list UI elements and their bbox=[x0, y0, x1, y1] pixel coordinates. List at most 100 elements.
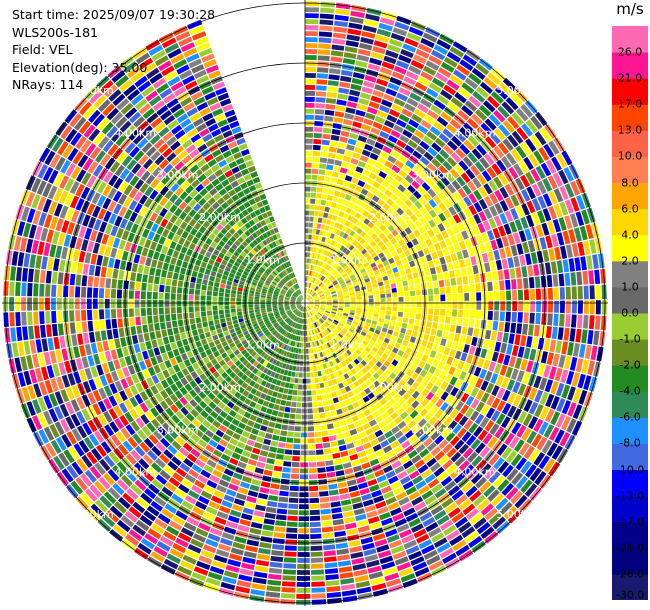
velocity-gate bbox=[27, 268, 34, 283]
velocity-gate bbox=[305, 258, 308, 264]
velocity-gate bbox=[354, 373, 361, 380]
velocity-gate bbox=[467, 247, 475, 257]
velocity-gate bbox=[556, 153, 568, 169]
velocity-gate bbox=[405, 347, 412, 355]
velocity-gate bbox=[286, 326, 291, 331]
velocity-gate bbox=[323, 256, 328, 262]
velocity-gate bbox=[176, 259, 183, 267]
velocity-gate bbox=[229, 328, 235, 334]
velocity-gate bbox=[110, 299, 116, 309]
velocity-gate bbox=[250, 315, 256, 320]
velocity-gate bbox=[292, 315, 296, 320]
velocity-gate bbox=[306, 294, 308, 300]
velocity-gate bbox=[296, 323, 299, 329]
velocity-gate bbox=[81, 275, 88, 287]
velocity-gate bbox=[171, 493, 184, 504]
velocity-gate bbox=[185, 374, 194, 383]
velocity-gate bbox=[344, 358, 350, 365]
velocity-gate bbox=[245, 545, 258, 553]
velocity-gate bbox=[434, 435, 445, 445]
velocity-gate bbox=[369, 458, 380, 467]
velocity-gate bbox=[218, 479, 230, 488]
velocity-gate bbox=[353, 282, 359, 287]
velocity-gate bbox=[302, 396, 307, 402]
velocity-gate bbox=[181, 500, 194, 510]
velocity-gate bbox=[334, 464, 344, 471]
velocity-gate bbox=[381, 353, 389, 360]
velocity-gate bbox=[379, 314, 385, 319]
velocity-gate bbox=[501, 156, 512, 169]
velocity-gate bbox=[204, 405, 213, 414]
velocity-gate bbox=[475, 283, 481, 292]
velocity-gate bbox=[576, 195, 586, 210]
velocity-gate bbox=[587, 360, 595, 376]
velocity-gate bbox=[345, 40, 359, 48]
velocity-gate bbox=[483, 77, 498, 90]
velocity-gate bbox=[399, 270, 406, 277]
velocity-gate bbox=[461, 431, 472, 443]
velocity-gate bbox=[415, 443, 426, 454]
velocity-gate bbox=[260, 425, 268, 432]
velocity-gate bbox=[330, 289, 336, 293]
velocity-gate bbox=[572, 404, 583, 419]
velocity-gate bbox=[282, 314, 287, 319]
velocity-gate bbox=[303, 307, 305, 312]
velocity-gate bbox=[286, 351, 290, 358]
velocity-gate bbox=[118, 402, 128, 414]
velocity-gate bbox=[319, 412, 326, 419]
velocity-gate bbox=[511, 472, 524, 486]
velocity-gate bbox=[462, 464, 475, 476]
velocity-gate bbox=[306, 294, 309, 300]
velocity-gate bbox=[458, 259, 466, 268]
velocity-gate bbox=[374, 84, 387, 93]
velocity-gate bbox=[425, 381, 434, 391]
velocity-gate bbox=[206, 479, 218, 489]
velocity-gate bbox=[475, 389, 485, 401]
velocity-gate bbox=[109, 505, 123, 519]
velocity-gate bbox=[375, 273, 382, 279]
velocity-gate bbox=[305, 307, 307, 312]
velocity-gate bbox=[291, 307, 297, 310]
velocity-gate bbox=[229, 379, 237, 387]
velocity-gate bbox=[446, 79, 460, 91]
velocity-gate bbox=[361, 86, 373, 94]
velocity-gate bbox=[388, 475, 399, 485]
velocity-gate bbox=[70, 413, 81, 427]
velocity-gate bbox=[274, 332, 279, 337]
velocity-gate bbox=[308, 318, 311, 324]
velocity-gate bbox=[302, 324, 305, 330]
velocity-gate bbox=[248, 339, 255, 345]
velocity-gate bbox=[436, 116, 449, 127]
velocity-gate bbox=[311, 317, 314, 323]
velocity-gate bbox=[455, 232, 464, 242]
velocity-gate bbox=[320, 199, 327, 206]
velocity-gate bbox=[305, 31, 318, 37]
velocity-gate bbox=[142, 470, 155, 482]
velocity-gate bbox=[165, 314, 171, 322]
velocity-gate bbox=[361, 367, 368, 374]
velocity-gate bbox=[166, 376, 174, 386]
velocity-gate bbox=[47, 337, 55, 351]
velocity-gate bbox=[414, 244, 422, 252]
velocity-gate bbox=[571, 243, 579, 257]
velocity-gate bbox=[139, 402, 149, 413]
velocity-gate bbox=[65, 387, 75, 400]
velocity-gate bbox=[29, 254, 37, 268]
velocity-gate bbox=[430, 395, 440, 405]
velocity-gate bbox=[512, 394, 522, 407]
velocity-gate bbox=[465, 384, 474, 395]
velocity-gate bbox=[254, 299, 260, 302]
velocity-gate bbox=[360, 436, 370, 444]
velocity-gate bbox=[369, 350, 376, 357]
velocity-gate bbox=[188, 242, 196, 251]
velocity-gate bbox=[372, 533, 386, 542]
velocity-gate bbox=[254, 325, 260, 330]
velocity-gate bbox=[545, 393, 555, 408]
velocity-gate bbox=[234, 339, 241, 345]
velocity-gate bbox=[333, 255, 338, 261]
velocity-gate bbox=[511, 311, 517, 323]
velocity-gate bbox=[455, 131, 467, 143]
velocity-gate bbox=[464, 77, 479, 90]
velocity-gate bbox=[164, 300, 170, 307]
velocity-gate bbox=[357, 337, 363, 343]
